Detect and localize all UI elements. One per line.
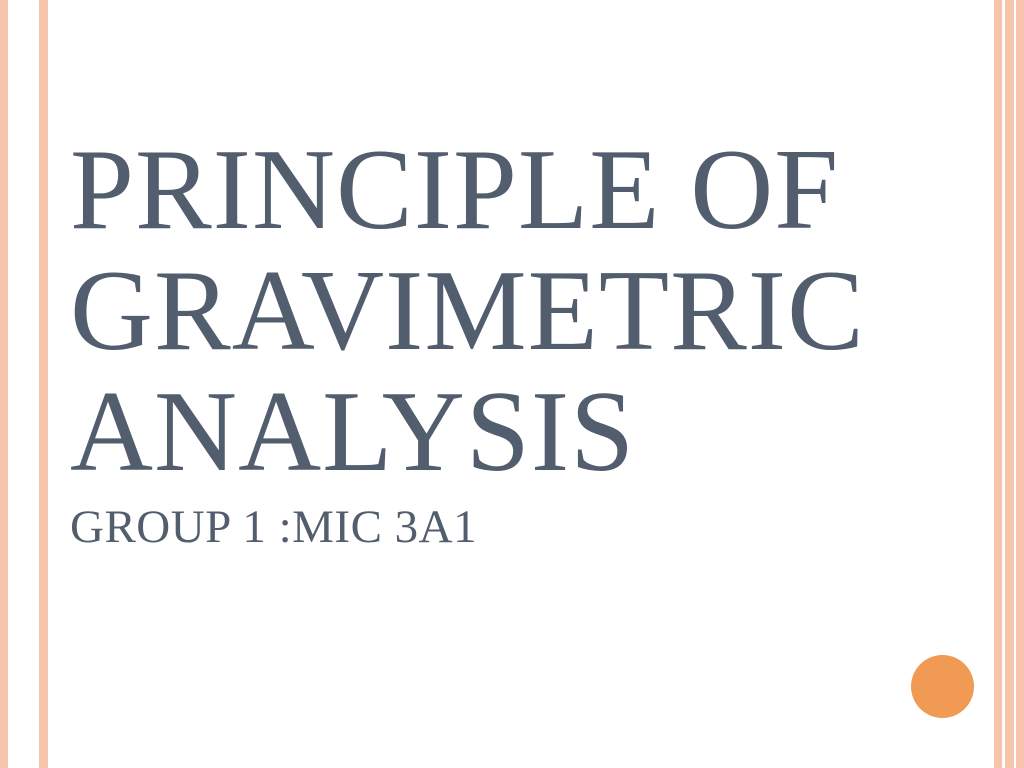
right-border-outer: [1016, 0, 1024, 768]
slide-title: PRINCIPLE OF GRAVIMETRIC ANALYSIS: [70, 130, 974, 492]
left-border-inner: [39, 0, 48, 768]
decorative-circle-icon: [911, 655, 974, 718]
right-border-inner: [994, 0, 1002, 768]
left-border-outer: [0, 0, 8, 768]
right-border-mid: [1005, 0, 1014, 768]
slide-subtitle: GROUP 1 :MIC 3A1: [70, 500, 974, 554]
slide-content: PRINCIPLE OF GRAVIMETRIC ANALYSIS GROUP …: [70, 130, 974, 554]
